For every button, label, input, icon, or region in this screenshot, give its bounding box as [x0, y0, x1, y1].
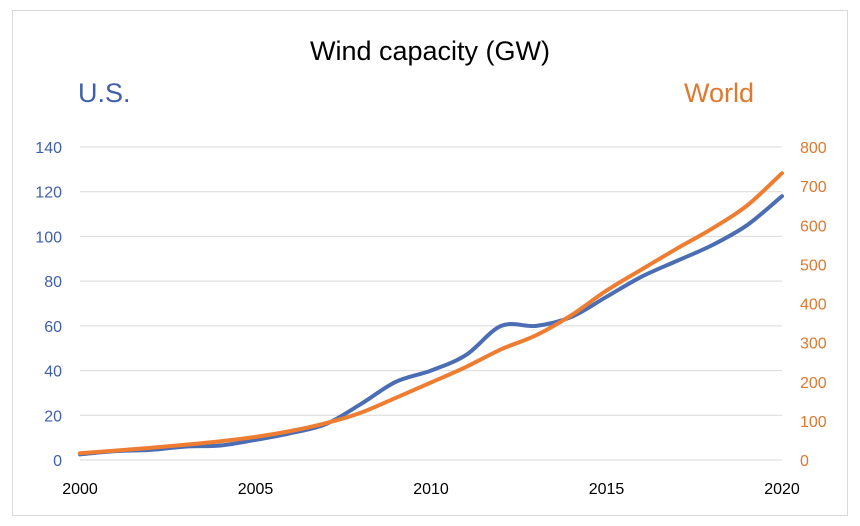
left-tick-label: 0 [53, 453, 62, 470]
right-tick-label: 500 [800, 257, 827, 274]
us-series-label: U.S. [78, 78, 131, 108]
left-tick-label: 140 [35, 140, 62, 157]
right-tick-label: 600 [800, 218, 827, 235]
right-tick-label: 700 [800, 179, 827, 196]
x-tick-label: 2015 [589, 481, 625, 498]
left-tick-label: 40 [44, 364, 62, 381]
left-tick-label: 100 [35, 229, 62, 246]
world-series-label: World [683, 78, 754, 108]
right-tick-label: 0 [800, 453, 809, 470]
x-tick-label: 2020 [764, 481, 800, 498]
chart-title: Wind capacity (GW) [309, 36, 551, 66]
right-tick-label: 800 [800, 140, 827, 157]
us-series-line [78, 194, 784, 457]
x-tick-label: 2010 [413, 481, 449, 498]
chart-frame [12, 10, 848, 516]
left-tick-label: 20 [44, 408, 62, 425]
left-tick-label: 60 [44, 319, 62, 336]
left-tick-label: 120 [35, 185, 62, 202]
right-tick-label: 100 [800, 414, 827, 431]
right-tick-label: 400 [800, 297, 827, 314]
x-tick-label: 2005 [238, 481, 274, 498]
left-tick-label: 80 [44, 274, 62, 291]
right-tick-label: 200 [800, 375, 827, 392]
right-tick-label: 300 [800, 336, 827, 353]
world-series-line [78, 171, 784, 456]
x-tick-label: 2000 [62, 481, 98, 498]
